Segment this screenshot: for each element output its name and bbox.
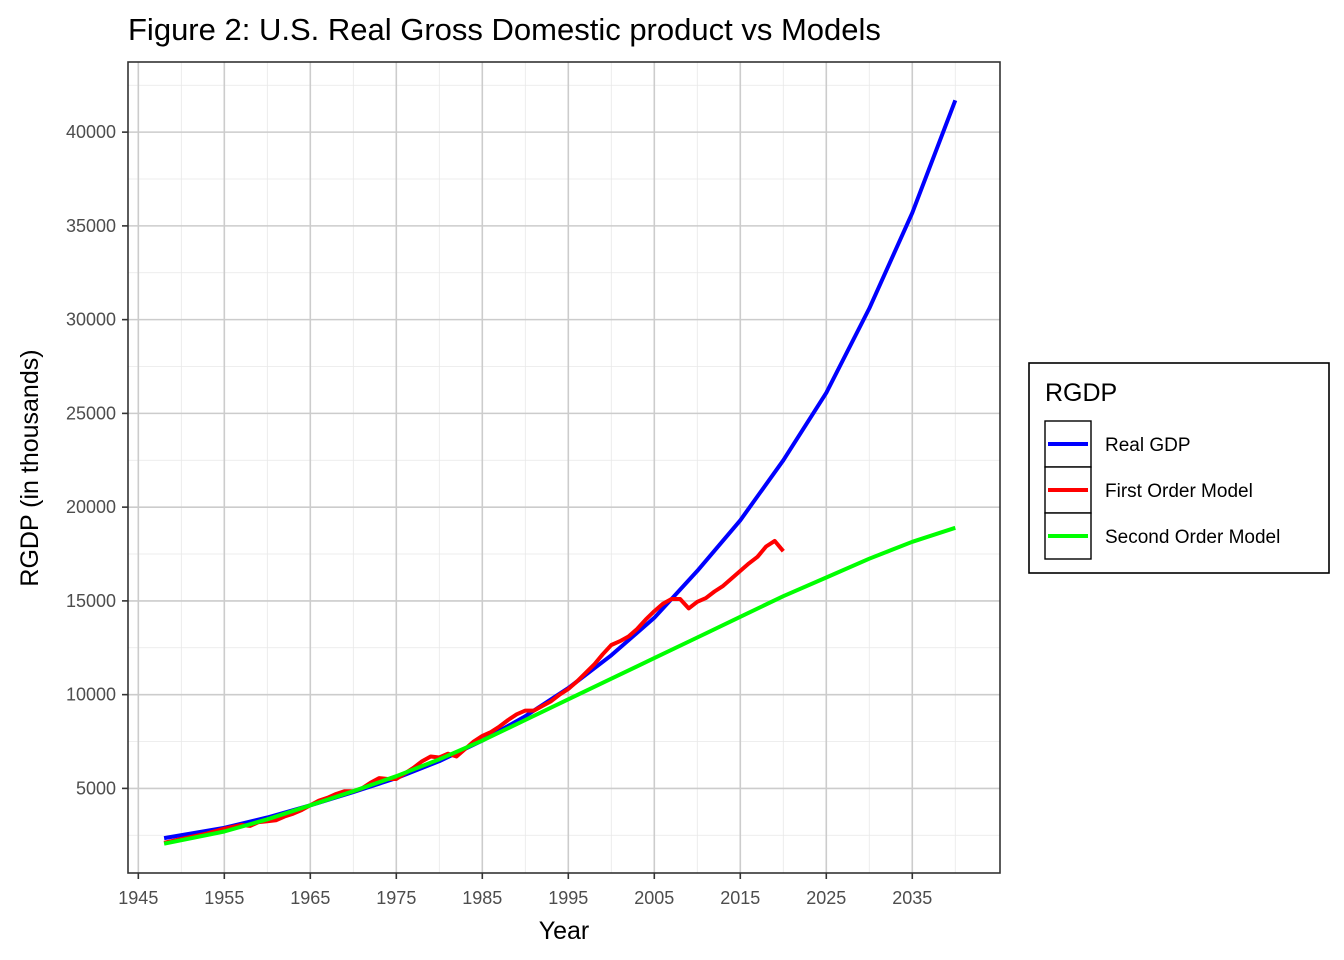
- x-axis-title: Year: [539, 917, 590, 945]
- y-tick-label: 15000: [66, 591, 116, 611]
- x-tick-label: 2035: [892, 888, 932, 908]
- y-tick-label: 25000: [66, 403, 116, 423]
- y-tick-label: 40000: [66, 122, 116, 142]
- legend-item-real-gdp: Real GDP: [1044, 420, 1191, 468]
- legend-label: First Order Model: [1105, 481, 1253, 502]
- legend-item-first-order-model: First Order Model: [1044, 466, 1253, 514]
- legend-label: Real GDP: [1105, 435, 1191, 456]
- y-tick-label: 5000: [76, 778, 116, 798]
- legend-item-second-order-model: Second Order Model: [1044, 512, 1280, 560]
- x-tick-label: 1945: [118, 888, 158, 908]
- x-tick-label: 2005: [634, 888, 674, 908]
- x-tick-label: 1995: [548, 888, 588, 908]
- y-tick-label: 30000: [66, 310, 116, 330]
- x-tick-label: 1955: [204, 888, 244, 908]
- series-line-first-order-model: [163, 538, 785, 845]
- x-tick-label: 2025: [806, 888, 846, 908]
- y-axis-title: RGDP (in thousands): [16, 349, 44, 586]
- y-axis: 5000 10000 15000 20000 25000 30000 35000 40000: [66, 122, 128, 798]
- x-tick-label: 1965: [290, 888, 330, 908]
- grid: [128, 62, 1000, 873]
- legend-items: Real GDP First Order Model Second Order Mo…: [1044, 420, 1280, 560]
- x-axis: 1945 1955 1965 1975 1985 1995 2005 2015 2025 2035: [118, 873, 932, 908]
- x-tick-label: 1975: [376, 888, 416, 908]
- y-tick-label: 20000: [66, 497, 116, 517]
- x-tick-label: 2015: [720, 888, 760, 908]
- legend-label: Second Order Model: [1105, 527, 1280, 548]
- series-layer: [163, 99, 958, 846]
- legend: RGDP Real GDP First Order Model Second Ord…: [1028, 362, 1330, 574]
- panel-border: [127, 61, 1001, 874]
- y-tick-label: 35000: [66, 216, 116, 236]
- chart-title: Figure 2: U.S. Real Gross Domestic produ…: [128, 12, 881, 47]
- legend-title: RGDP: [1045, 379, 1117, 407]
- y-tick-label: 10000: [66, 685, 116, 705]
- series-line-second-order-model: [163, 525, 956, 846]
- x-tick-label: 1985: [462, 888, 502, 908]
- series-line-real-gdp: [163, 99, 958, 841]
